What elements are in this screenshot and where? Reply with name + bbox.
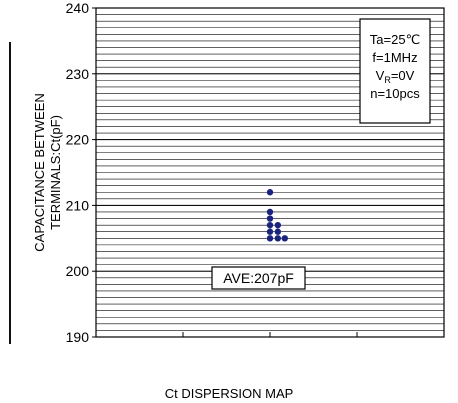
left-border-line <box>9 42 11 344</box>
data-point <box>266 228 274 235</box>
data-point <box>274 221 282 229</box>
data-point <box>266 215 274 222</box>
condition-line: f=1MHz <box>372 50 417 65</box>
y-tick-label: 200 <box>66 263 90 279</box>
y-tick-label: 230 <box>66 66 90 82</box>
data-point <box>274 228 282 235</box>
condition-line: Ta=25℃ <box>370 32 420 47</box>
data-point <box>266 189 274 196</box>
x-axis-label: Ct DISPERSION MAP <box>164 386 294 401</box>
data-point <box>281 235 288 242</box>
y-tick-label: 220 <box>66 132 90 148</box>
y-axis-label: CAPACITANCE BETWEEN <box>32 93 47 251</box>
y-tick-label: 240 <box>66 0 90 16</box>
y-tick-label: 190 <box>66 329 90 345</box>
data-point <box>266 221 274 229</box>
data-point <box>266 208 274 216</box>
plot-border <box>95 7 445 338</box>
data-point <box>274 235 282 242</box>
data-point <box>266 235 274 242</box>
y-axis-label: TERMINALS:Ct(pF) <box>48 115 63 230</box>
y-tick-label: 210 <box>66 197 90 213</box>
condition-line: n=10pcs <box>370 86 420 101</box>
condition-line: VR=0V <box>376 68 415 85</box>
conditions-box <box>359 18 431 124</box>
average-box <box>211 266 306 290</box>
average-label: AVE:207pF <box>223 270 294 286</box>
